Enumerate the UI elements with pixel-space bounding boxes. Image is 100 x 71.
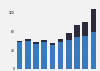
Bar xyxy=(41,40,47,42)
Bar xyxy=(91,32,96,69)
Bar xyxy=(33,44,39,69)
Bar xyxy=(91,9,96,32)
Bar xyxy=(17,42,22,69)
Bar xyxy=(41,42,47,69)
Bar xyxy=(50,45,55,69)
Bar xyxy=(58,39,64,42)
Bar xyxy=(82,36,88,69)
Bar xyxy=(74,25,80,37)
Bar xyxy=(25,41,31,69)
Bar xyxy=(58,42,64,69)
Bar xyxy=(17,41,22,42)
Bar xyxy=(74,37,80,69)
Bar xyxy=(66,33,72,40)
Bar xyxy=(33,42,39,44)
Bar xyxy=(82,22,88,36)
Bar xyxy=(25,39,31,41)
Bar xyxy=(50,43,55,45)
Bar xyxy=(66,40,72,69)
